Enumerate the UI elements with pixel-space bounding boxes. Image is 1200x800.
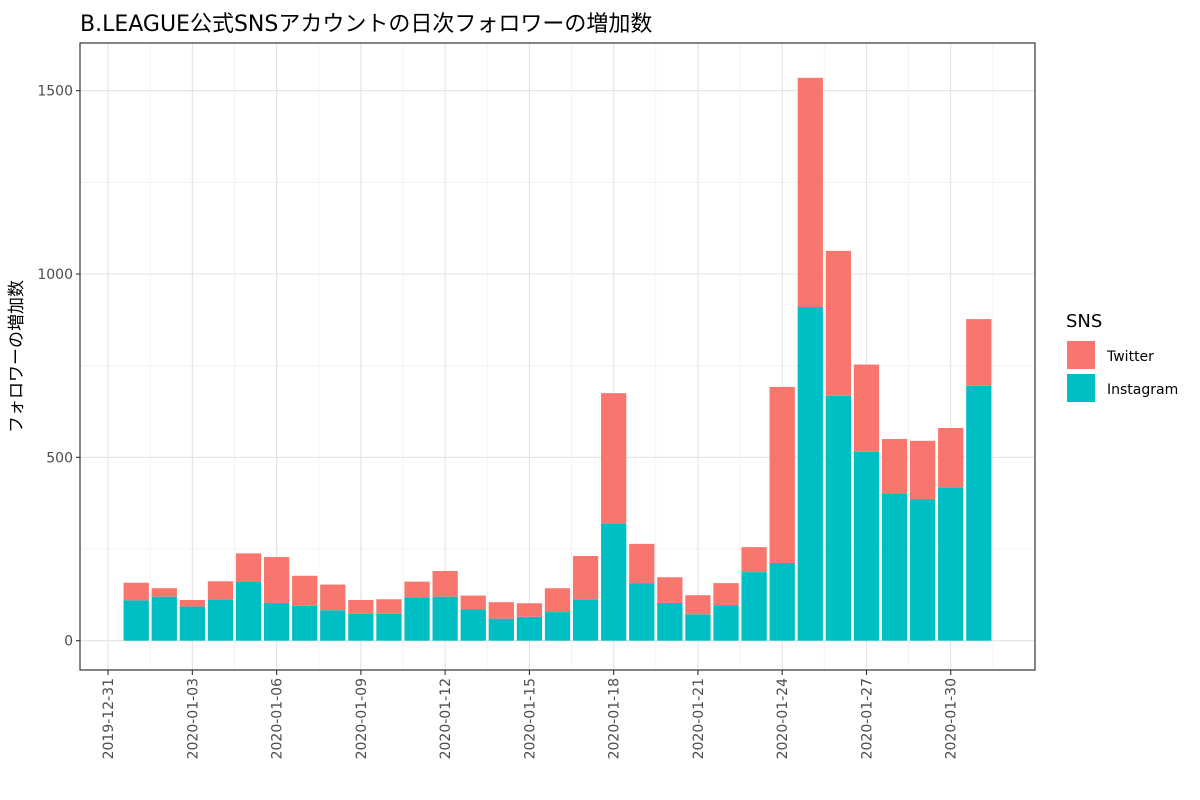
bar-instagram [544,612,571,641]
bar-twitter [572,555,599,600]
bar-twitter [460,595,486,610]
bar-instagram [657,602,683,641]
bar-twitter [207,581,234,600]
bar-instagram [713,605,739,641]
bar-instagram [432,596,458,641]
x-tick-label: 2020-01-27 [859,678,875,759]
bar-instagram [572,599,599,641]
legend-label-instagram: Instagram [1107,382,1178,398]
y-axis-title: フォロワーの増加数 [7,280,27,433]
bar-instagram [123,600,149,641]
bar-instagram [938,487,964,641]
bar-instagram [629,583,655,641]
bar-instagram [685,614,711,641]
bar-twitter [797,77,823,307]
bar-twitter [685,595,711,615]
bar-twitter [292,575,318,606]
bar-instagram [263,602,290,641]
x-tick-label: 2020-01-24 [775,678,791,759]
bar-instagram [320,610,346,641]
y-tick-label: 1500 [37,84,73,100]
legend: SNS Twitter Instagram [1066,311,1178,402]
bar-instagram [853,451,880,641]
bar-twitter [123,582,149,601]
x-tick-label: 2020-01-15 [522,678,538,759]
bar-layer [123,77,992,641]
bar-instagram [910,499,936,641]
y-tick-label: 1000 [37,267,73,283]
bar-instagram [235,582,262,641]
bar-instagram [516,616,543,641]
bar-instagram [376,613,402,641]
bar-twitter [881,439,908,494]
bar-twitter [769,386,795,563]
bar-instagram [825,395,852,641]
bar-twitter [263,557,290,603]
bar-twitter [853,364,880,452]
bar-instagram [151,596,177,641]
x-tick-label: 2020-01-18 [607,678,623,759]
x-tick-label: 2020-01-06 [270,678,286,759]
y-tick-label: 500 [46,450,73,466]
bar-instagram [881,494,908,641]
bar-twitter [601,393,627,524]
axes: 0 500 1000 1500 2019-12-31 2020-01-03 2020-01-… [37,84,959,760]
bar-instagram [348,613,374,641]
bar-twitter [741,547,767,573]
y-tick-label: 0 [64,634,73,650]
bar-twitter [348,599,374,614]
bar-instagram [179,606,205,641]
bar-twitter [235,553,262,582]
bar-instagram [797,307,823,641]
x-tick-label: 2020-01-09 [354,678,370,759]
bar-twitter [376,599,402,614]
bar-twitter [910,440,936,500]
legend-label-twitter: Twitter [1106,349,1154,365]
bar-twitter [825,250,852,396]
bar-instagram [207,599,234,641]
legend-swatch-twitter [1067,341,1095,369]
bar-instagram [460,609,486,641]
bar-instagram [404,597,430,641]
bar-twitter [432,571,458,597]
bar-twitter [938,428,964,488]
bar-instagram [769,562,795,641]
bar-twitter [966,319,992,386]
bar-twitter [713,583,739,606]
bar-instagram [966,385,992,641]
x-tick-label: 2020-01-30 [944,678,960,759]
bar-twitter [179,599,205,607]
bar-twitter [404,581,430,598]
panel-border [79,42,1036,671]
bar-twitter [488,602,514,619]
legend-title: SNS [1066,311,1102,332]
x-tick-label: 2020-01-12 [438,678,454,759]
bar-instagram [488,618,514,641]
bar-twitter [320,584,346,611]
bar-twitter [544,588,571,613]
legend-swatch-instagram [1067,374,1095,402]
bar-instagram [601,523,627,641]
bar-instagram [741,572,767,641]
bar-twitter [151,588,177,597]
x-tick-label: 2019-12-31 [101,678,117,759]
chart-title: B.LEAGUE公式SNSアカウントの日次フォロワーの増加数 [80,12,653,37]
x-tick-label: 2020-01-21 [691,678,707,759]
bar-twitter [657,577,683,603]
bar-twitter [516,603,543,617]
bar-twitter [629,543,655,584]
x-tick-label: 2020-01-03 [185,678,201,759]
bar-instagram [292,605,318,641]
